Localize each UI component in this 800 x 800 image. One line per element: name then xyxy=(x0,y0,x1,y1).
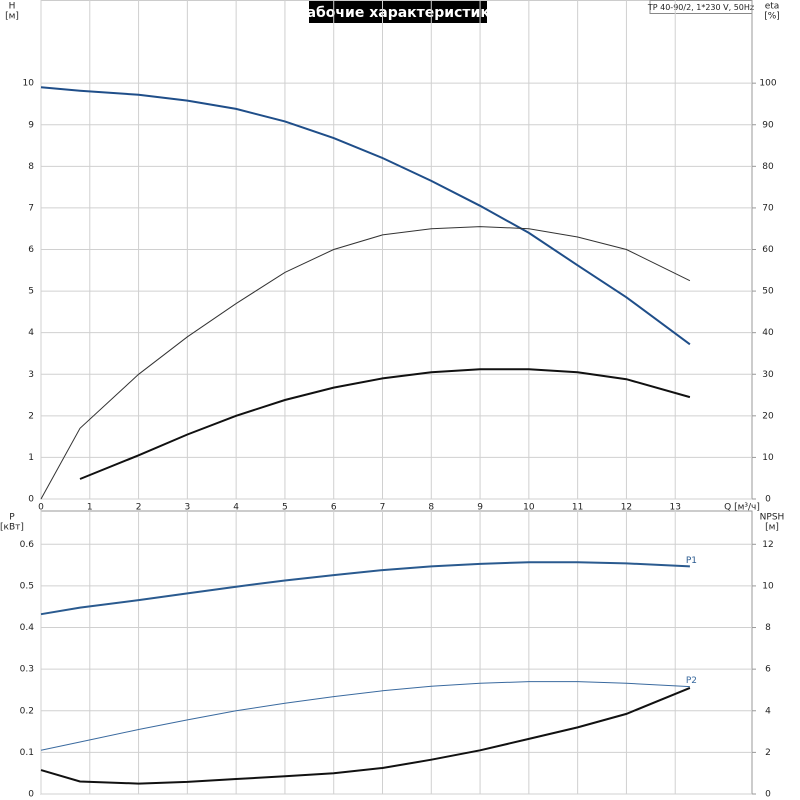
x-tick-label: 5 xyxy=(282,503,288,513)
y2-tick-label: 40 xyxy=(762,328,774,338)
x-tick-label: 13 xyxy=(669,503,680,513)
x-tick-label: 1 xyxy=(87,503,93,513)
y2-tick-label: 50 xyxy=(762,287,774,297)
model-label: TP 40-90/2, 1*230 V, 50Hz xyxy=(647,3,754,12)
y-axis-unit: [кВт] xyxy=(0,523,24,533)
y-tick-label: 0.5 xyxy=(20,581,34,591)
y2-tick-label: 60 xyxy=(762,245,774,255)
x-tick-label: 9 xyxy=(477,503,483,513)
y2-tick-label: 8 xyxy=(765,623,771,633)
y-tick-label: 9 xyxy=(28,120,34,130)
y-tick-label: 0.4 xyxy=(20,623,35,633)
y-axis-unit: [м] xyxy=(5,12,19,22)
y2-tick-label: 12 xyxy=(762,540,773,550)
x-axis-label: Q [м³/ч] xyxy=(724,503,760,513)
y2-tick-label: 10 xyxy=(762,453,774,463)
y-axis-label: P xyxy=(9,513,15,523)
title-box xyxy=(309,1,487,23)
y2-tick-label: 6 xyxy=(765,665,771,675)
y-tick-label: 0 xyxy=(28,495,34,505)
series-line xyxy=(40,226,691,500)
y-tick-label: 0.3 xyxy=(20,665,34,675)
y-tick-label: 0.1 xyxy=(20,748,34,758)
series-line xyxy=(40,86,691,346)
x-tick-label: 8 xyxy=(428,503,434,513)
y2-axis-label: NPSH xyxy=(760,513,785,523)
x-tick-label: 4 xyxy=(233,503,239,513)
x-tick-label: 0 xyxy=(38,503,44,513)
plot-frame xyxy=(40,510,753,795)
x-tick-label: 11 xyxy=(572,503,583,513)
y-tick-label: 5 xyxy=(28,287,34,297)
y2-axis-unit: [м] xyxy=(765,523,779,533)
y2-tick-label: 0 xyxy=(765,790,771,800)
chart-title: Рабочие характеристики xyxy=(296,5,499,21)
y-tick-label: 0 xyxy=(28,790,34,800)
y2-tick-label: 20 xyxy=(762,411,774,421)
series-line xyxy=(79,368,691,480)
y2-axis-label: eta xyxy=(765,2,780,12)
y-tick-label: 1 xyxy=(28,453,34,463)
x-tick-label: 2 xyxy=(136,503,142,513)
x-tick-label: 3 xyxy=(184,503,190,513)
y2-tick-label: 10 xyxy=(762,581,774,591)
y2-tick-label: 30 xyxy=(762,370,774,380)
y2-tick-label: 70 xyxy=(762,203,774,213)
y-tick-label: 10 xyxy=(23,79,35,89)
x-tick-label: 12 xyxy=(621,503,632,513)
y-tick-label: 3 xyxy=(28,370,34,380)
x-tick-label: 6 xyxy=(331,503,337,513)
y-tick-label: 0.6 xyxy=(20,540,35,550)
y2-tick-label: 4 xyxy=(765,706,771,716)
y2-tick-label: 0 xyxy=(765,495,771,505)
y2-axis-unit: [%] xyxy=(764,12,780,22)
series-line xyxy=(40,686,691,785)
y2-tick-label: 100 xyxy=(759,79,776,89)
y-tick-label: 6 xyxy=(28,245,34,255)
y-axis-label: H xyxy=(9,2,16,12)
y2-tick-label: 80 xyxy=(762,162,774,172)
y-tick-label: 0.2 xyxy=(20,706,34,716)
y-tick-label: 8 xyxy=(28,162,34,172)
x-tick-label: 10 xyxy=(523,503,535,513)
y-tick-label: 4 xyxy=(28,328,34,338)
x-tick-label: 7 xyxy=(380,503,386,513)
series-line xyxy=(40,681,690,751)
y-tick-label: 7 xyxy=(28,203,34,213)
series-label: P2 xyxy=(686,676,697,686)
y-tick-label: 2 xyxy=(28,411,34,421)
series-label: P1 xyxy=(686,556,697,566)
y2-tick-label: 2 xyxy=(765,748,771,758)
series-line xyxy=(40,561,690,616)
y2-tick-label: 90 xyxy=(762,120,774,130)
